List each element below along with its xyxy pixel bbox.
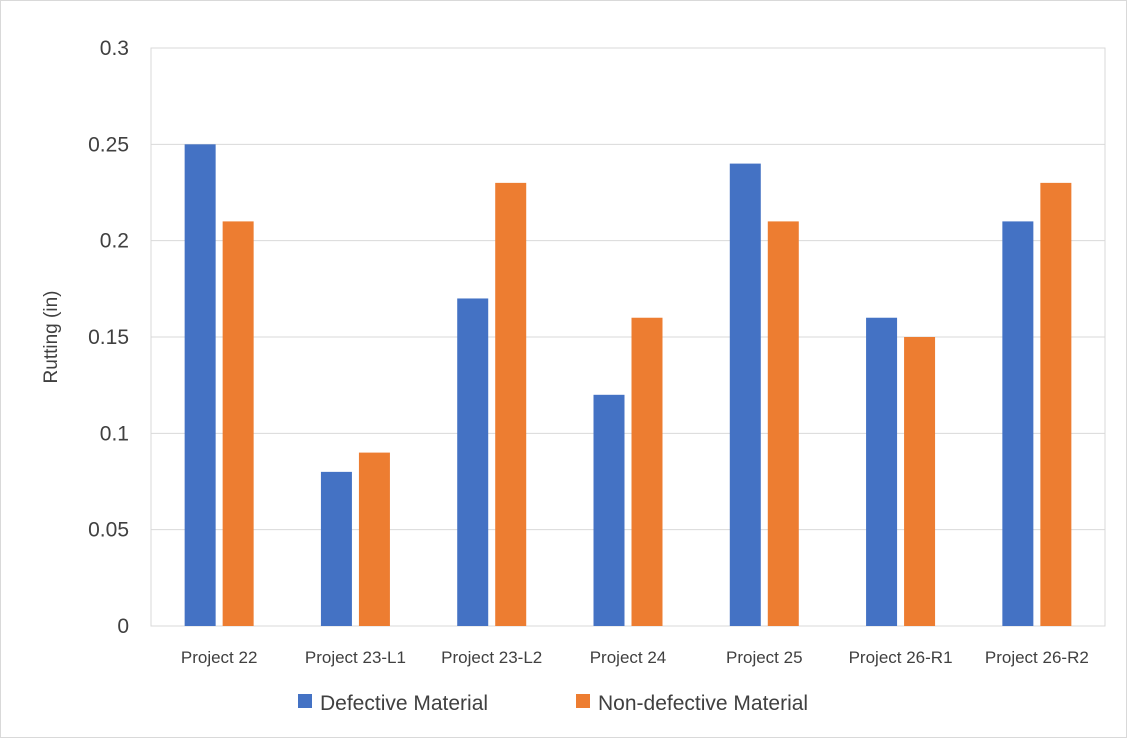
- bar-defective: [1002, 221, 1034, 626]
- x-category-label: Project 26-R2: [985, 648, 1089, 667]
- y-tick-label: 0.15: [88, 326, 129, 349]
- gridlines: [151, 47, 1105, 531]
- y-tick-label: 0.3: [100, 37, 129, 60]
- bar-non-defective: [631, 317, 663, 626]
- bar-non-defective: [767, 221, 799, 626]
- x-category-label: Project 22: [181, 648, 258, 667]
- y-tick-label: 0.05: [88, 519, 129, 542]
- x-category-label: Project 23-L2: [441, 648, 542, 667]
- y-tick-label: 0.25: [88, 133, 129, 156]
- y-axis-title: Rutting (in): [41, 291, 62, 384]
- bar-non-defective: [1040, 182, 1072, 626]
- y-tick-label: 0.2: [100, 230, 129, 253]
- plot-area-border: [150, 47, 1106, 627]
- legend-swatch: [298, 694, 312, 708]
- y-tick-label: 0.1: [100, 422, 129, 445]
- bars: [184, 144, 1072, 627]
- x-category-label: Project 23-L1: [305, 648, 406, 667]
- bar-non-defective: [904, 337, 936, 626]
- bar-non-defective: [495, 182, 527, 626]
- x-category-label: Project 25: [726, 648, 803, 667]
- bar-defective: [320, 471, 352, 626]
- bar-defective: [457, 298, 489, 626]
- legend-label: Non-defective Material: [598, 692, 808, 715]
- bar-defective: [866, 317, 898, 626]
- bar-defective: [593, 394, 625, 626]
- y-tick-label: 0: [117, 615, 129, 638]
- x-category-label: Project 26-R1: [849, 648, 953, 667]
- legend-swatch: [576, 694, 590, 708]
- bar-non-defective: [222, 221, 254, 626]
- bar-non-defective: [358, 452, 390, 626]
- x-axis-categories: Project 22 Project 23-L1 Project 23-L2 Proj…: [181, 648, 1089, 667]
- bar-defective: [729, 163, 761, 626]
- legend: Defective Material Non-defective Material: [298, 692, 808, 715]
- bar-defective: [184, 144, 216, 627]
- x-category-label: Project 24: [590, 648, 667, 667]
- y-axis-ticks: 0 0.05 0.1 0.15 0.2 0.25 0.3: [88, 37, 129, 638]
- legend-label: Defective Material: [320, 692, 488, 715]
